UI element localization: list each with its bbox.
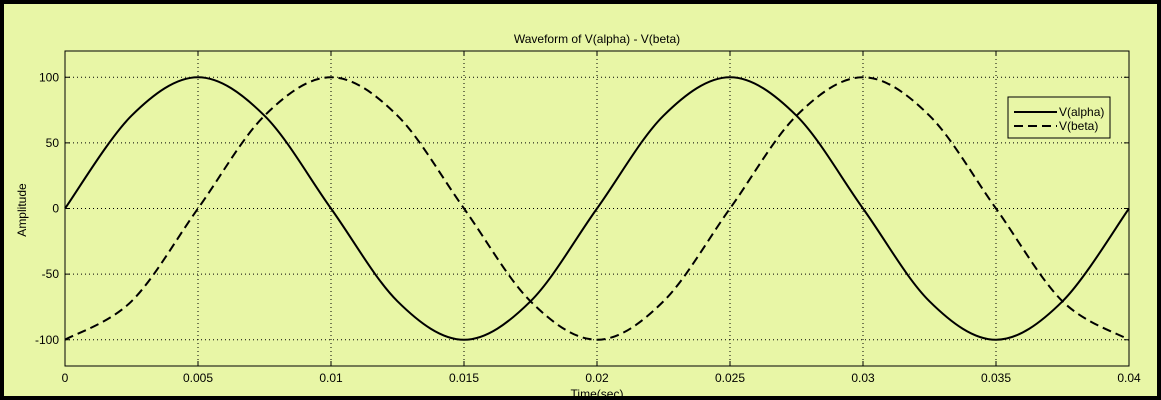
y-axis-title: Amplitude xyxy=(15,183,29,237)
chart-title: Waveform of V(alpha) - V(beta) xyxy=(514,32,680,46)
y-tick-label: 50 xyxy=(46,136,60,150)
y-tick-label: 0 xyxy=(52,202,59,216)
y-tick-label: -100 xyxy=(35,333,59,347)
x-tick-label: 0.005 xyxy=(183,371,213,385)
y-tick-labels: 100 50 0 -50 -100 xyxy=(35,70,59,347)
x-tick-labels: 0 0.005 0.01 0.015 0.02 0.025 0.03 0.035 0.04 xyxy=(62,371,1141,385)
x-axis-title: Time(sec) xyxy=(571,387,624,400)
legend-label-alpha: V(alpha) xyxy=(1059,105,1104,119)
legend: V(alpha) V(beta) xyxy=(1008,97,1110,138)
x-tick-label: 0.015 xyxy=(449,371,479,385)
x-tick-label: 0.025 xyxy=(715,371,745,385)
x-tick-label: 0 xyxy=(62,371,69,385)
x-tick-label: 0.03 xyxy=(851,371,875,385)
x-tick-label: 0.01 xyxy=(319,371,343,385)
x-tick-label: 0.04 xyxy=(1117,371,1141,385)
y-tick-label: -50 xyxy=(42,267,60,281)
y-tick-label: 100 xyxy=(39,70,59,84)
legend-label-beta: V(beta) xyxy=(1059,119,1098,133)
x-tick-label: 0.035 xyxy=(981,371,1011,385)
x-tick-label: 0.02 xyxy=(585,371,609,385)
